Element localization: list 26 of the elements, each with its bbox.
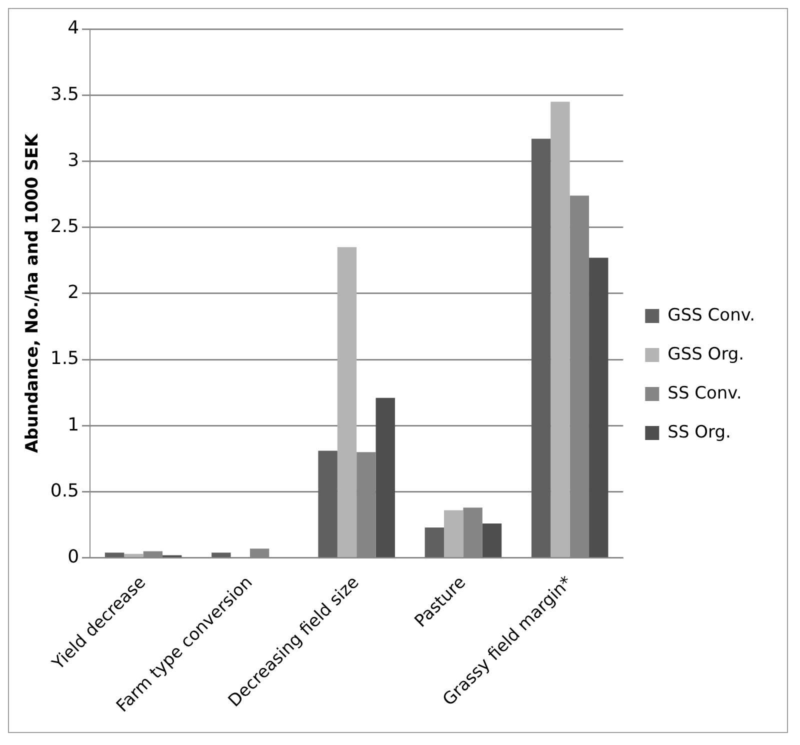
bar <box>212 552 231 558</box>
bar <box>550 102 570 558</box>
y-tick-label: 2 <box>68 282 80 304</box>
bar <box>531 138 551 558</box>
y-tick-label: 1.5 <box>50 348 80 370</box>
bar <box>124 554 144 558</box>
y-axis-title: Abundance, No./ha and 1000 SEK <box>22 132 43 454</box>
y-tick-label: 3 <box>68 150 80 171</box>
bar <box>337 247 357 558</box>
bar <box>104 552 124 558</box>
bar <box>482 523 502 558</box>
bar <box>589 258 608 558</box>
legend-label: GSS Org. <box>668 344 744 364</box>
bar <box>424 527 444 558</box>
y-tick-label: 2.5 <box>50 216 80 237</box>
y-tick-label: 3.5 <box>50 84 80 105</box>
legend-label: SS Org. <box>668 422 731 442</box>
bar <box>318 450 338 558</box>
legend-label: GSS Conv. <box>668 305 756 326</box>
bar <box>444 510 464 558</box>
y-tick-label: 0.5 <box>50 480 80 502</box>
y-tick-label: 0 <box>68 546 80 568</box>
legend-label: SS Conv. <box>668 383 742 404</box>
y-tick-label: 4 <box>68 18 80 39</box>
y-tick-label: 1 <box>68 414 80 436</box>
bar <box>376 398 395 558</box>
